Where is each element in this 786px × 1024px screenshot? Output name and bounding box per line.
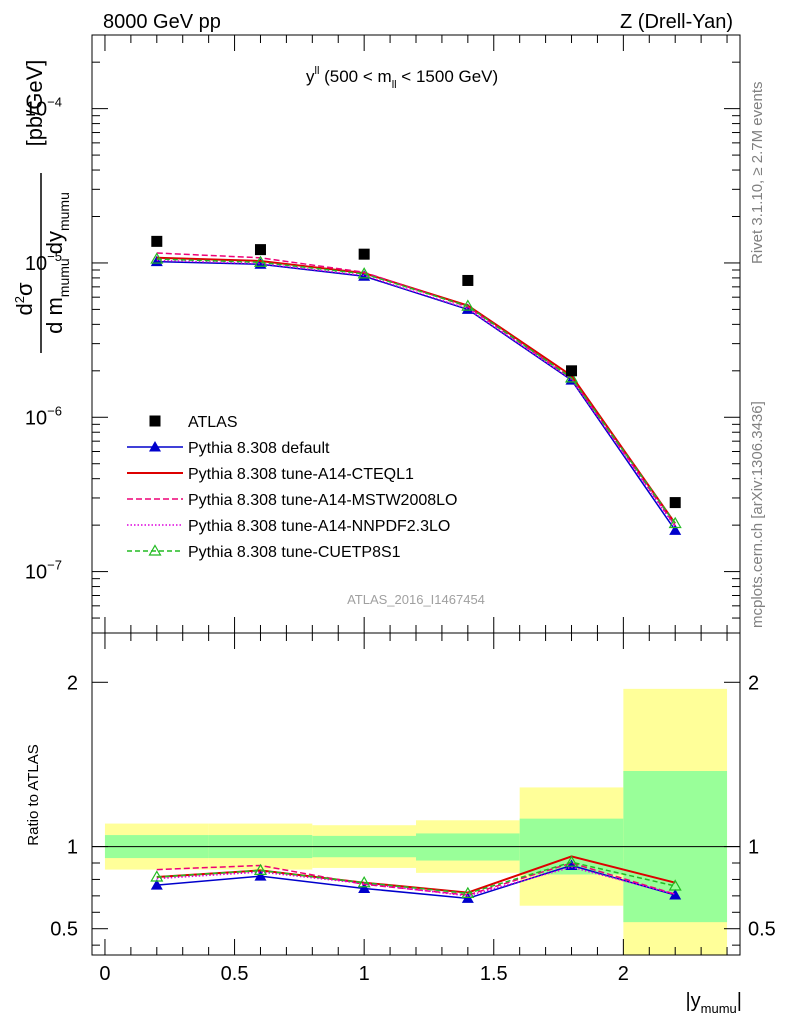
ratio-point-cuetp8s1 xyxy=(668,879,682,891)
main-y-tick-label: 10−4 xyxy=(25,95,62,121)
data-point-default xyxy=(461,303,474,314)
ratio-point-cuetp8s1 xyxy=(461,886,475,898)
data-point-atlas xyxy=(151,235,163,247)
legend-label-default: Pythia 8.308 default xyxy=(188,440,330,457)
data-point-atlas xyxy=(566,365,578,377)
ratio-point-default xyxy=(150,879,163,890)
tick-exponent: −4 xyxy=(47,95,62,110)
data-point-cuetp8s1 xyxy=(461,299,475,311)
ratio-point-cuetp8s1 xyxy=(357,876,371,888)
series-line-mstw xyxy=(156,252,676,527)
x-tick-label: 1.5 xyxy=(480,963,508,985)
data-point-cuetp8s1 xyxy=(357,267,371,279)
legend-label-cteql1: Pythia 8.308 tune-A14-CTEQL1 xyxy=(188,466,414,483)
tick-exponent: −6 xyxy=(47,403,62,418)
ratio-y-tick-label-right: 2 xyxy=(748,672,759,694)
tick-base: 10 xyxy=(25,407,47,429)
ratio-y-tick-label-left: 2 xyxy=(67,672,78,694)
series-line-nnpdf xyxy=(156,259,676,528)
legend-label-cuetp8s1: Pythia 8.308 tune-CUETP8S1 xyxy=(188,544,401,561)
data-point-atlas xyxy=(669,497,681,509)
legend-label-mstw: Pythia 8.308 tune-A14-MSTW2008LO xyxy=(188,492,457,509)
ratio-point-default xyxy=(669,889,682,900)
ratio-point-default xyxy=(358,882,371,893)
data-point-atlas xyxy=(254,244,266,256)
ratio-y-axis-label: Ratio to ATLAS xyxy=(25,744,42,845)
main-y-tick-label: 10−6 xyxy=(25,403,62,429)
x-tick-label: 2 xyxy=(618,963,629,985)
header-collision: 8000 GeV pp xyxy=(103,11,221,33)
legend-label-atlas: ATLAS xyxy=(188,414,238,431)
x-axis-label: |ymumu| xyxy=(685,990,742,1016)
data-point-atlas xyxy=(358,248,370,260)
ratio-point-cuetp8s1 xyxy=(253,863,268,875)
data-point-default xyxy=(669,524,682,535)
x-tick-label: 0.5 xyxy=(221,963,249,985)
ratio-point-cuetp8s1 xyxy=(564,855,579,867)
ratio-point-cuetp8s1 xyxy=(150,870,164,882)
tick-base: 10 xyxy=(25,253,47,275)
data-point-cuetp8s1 xyxy=(564,371,579,383)
x-tick-label: 0 xyxy=(99,963,110,985)
legend: ATLAS Pythia 8.308 default Pythia 8.308 tu… xyxy=(127,414,457,561)
ratio-y-tick-label-left: 1 xyxy=(67,837,78,859)
ratio-y-tick-label-right: 0.5 xyxy=(748,919,776,941)
rivet-version: Rivet 3.1.10, ≥ 2.7M events xyxy=(749,82,766,265)
tick-base: 10 xyxy=(25,99,47,121)
tick-exponent: −7 xyxy=(47,558,62,573)
svg-text:[pb/GeV]: [pb/GeV] xyxy=(22,60,47,147)
ratio-line-cuetp8s1 xyxy=(156,861,676,895)
tick-exponent: −5 xyxy=(47,249,62,264)
ratio-y-tick-label-right: 1 xyxy=(748,837,759,859)
series-line-cteql1 xyxy=(156,256,677,525)
main-y-tick-label: 10−5 xyxy=(25,249,62,275)
ratio-y-tick-label-left: 0.5 xyxy=(50,919,78,941)
data-point-cuetp8s1 xyxy=(668,516,682,529)
header-process: Z (Drell-Yan) xyxy=(620,11,733,33)
data-point-cuetp8s1 xyxy=(253,255,268,267)
x-tick-label: 1 xyxy=(359,963,370,985)
main-y-axis-label: d2σ d mmumudymumu [pb/GeV] xyxy=(12,60,72,353)
data-point-cuetp8s1 xyxy=(150,252,164,264)
series-line-cuetp8s1 xyxy=(156,258,676,524)
tick-base: 10 xyxy=(25,562,47,584)
main-y-tick-label: 10−7 xyxy=(25,558,62,584)
series-line-default xyxy=(156,260,676,531)
legend-marker-atlas xyxy=(149,415,161,427)
ratio-point-default xyxy=(254,870,267,881)
svg-text:d mmumudymumu: d mmumudymumu xyxy=(42,192,72,334)
main-plot-title: yll (500 < mll < 1500 GeV) xyxy=(306,65,498,91)
analysis-watermark: ATLAS_2016_I1467454 xyxy=(347,592,485,607)
legend-marker-cuetp8s1 xyxy=(148,544,162,556)
svg-text:d2σ: d2σ xyxy=(12,282,37,315)
ratio-line-default xyxy=(156,864,676,900)
mcplots-credit: mcplots.cern.ch [arXiv:1306.3436] xyxy=(749,401,766,628)
legend-marker-default xyxy=(149,441,161,452)
data-point-atlas xyxy=(462,274,474,286)
ratio-line-nnpdf xyxy=(156,866,676,897)
legend-label-nnpdf: Pythia 8.308 tune-A14-NNPDF2.3LO xyxy=(188,518,450,535)
